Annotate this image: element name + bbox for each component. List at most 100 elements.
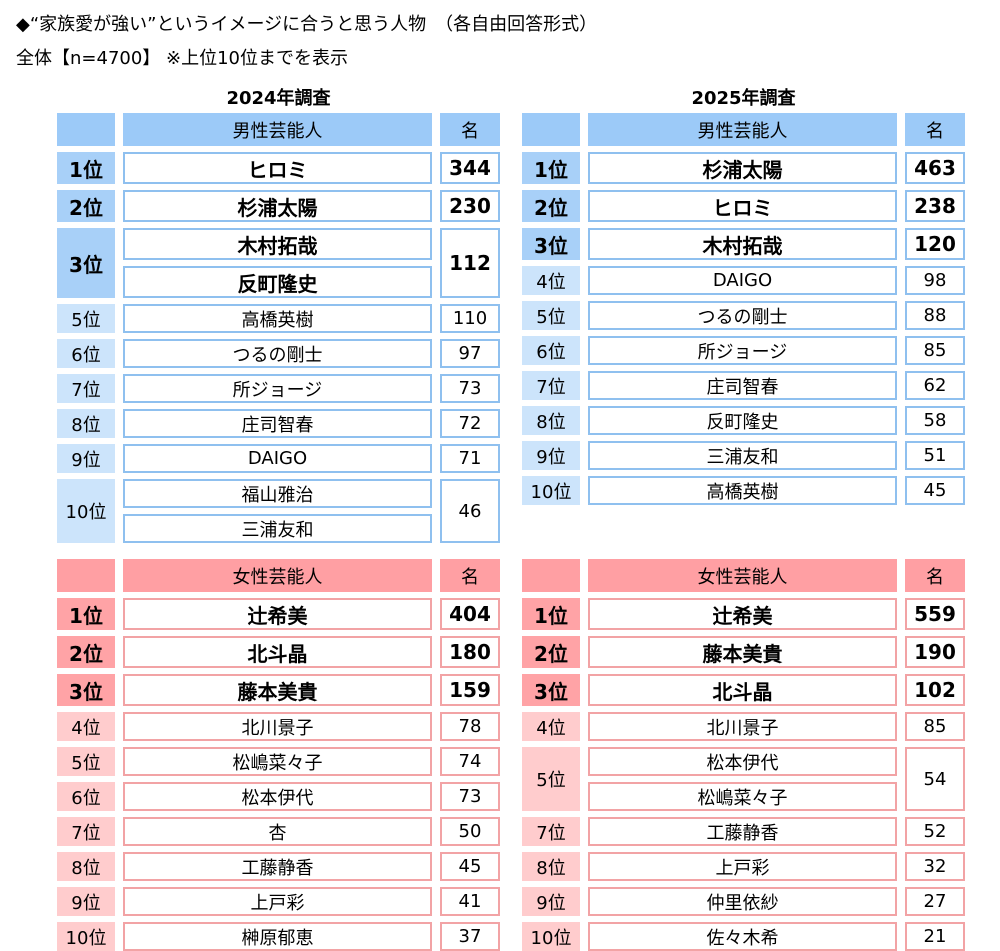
- name: 北川景子: [123, 712, 432, 741]
- rank: 5位: [522, 301, 580, 330]
- rank: 9位: [57, 887, 115, 916]
- name: 北斗晶: [588, 674, 897, 706]
- rank: 3位: [522, 674, 580, 706]
- rank: 2位: [522, 636, 580, 668]
- rank: 6位: [522, 336, 580, 365]
- name: 杉浦太陽: [588, 152, 897, 184]
- count: 51: [905, 441, 965, 470]
- rank: 3位: [57, 674, 115, 706]
- name: 工藤静香: [588, 817, 897, 846]
- rank: 10位: [522, 922, 580, 951]
- count: 559: [905, 598, 965, 630]
- count: 404: [440, 598, 500, 630]
- count: 102: [905, 674, 965, 706]
- count: 74: [440, 747, 500, 776]
- rank: 3位: [57, 228, 115, 298]
- count: 50: [440, 817, 500, 846]
- column-heading: 2024年調査: [226, 88, 331, 109]
- count: 110: [440, 304, 500, 333]
- count: 112: [440, 228, 500, 298]
- rank: 10位: [57, 479, 115, 543]
- count: 62: [905, 371, 965, 400]
- rank: 10位: [522, 476, 580, 505]
- rank: 4位: [522, 712, 580, 741]
- header-unit: 名: [905, 113, 965, 146]
- count: 58: [905, 406, 965, 435]
- name: 北川景子: [588, 712, 897, 741]
- name: 松嶋菜々子: [588, 782, 897, 811]
- name: つるの剛士: [588, 301, 897, 330]
- rank: 7位: [57, 374, 115, 403]
- rank: 9位: [57, 444, 115, 473]
- rank: 6位: [57, 782, 115, 811]
- header-category: 男性芸能人: [588, 113, 897, 146]
- rank: 7位: [57, 817, 115, 846]
- header-unit: 名: [440, 113, 500, 146]
- rank: 8位: [522, 852, 580, 881]
- rank: 7位: [522, 817, 580, 846]
- count: 45: [905, 476, 965, 505]
- name: DAIGO: [123, 444, 432, 473]
- name: 反町隆史: [588, 406, 897, 435]
- count: 73: [440, 782, 500, 811]
- count: 85: [905, 712, 965, 741]
- count: 71: [440, 444, 500, 473]
- name: 所ジョージ: [588, 336, 897, 365]
- rank: 10位: [57, 922, 115, 951]
- count: 180: [440, 636, 500, 668]
- rank: 1位: [522, 598, 580, 630]
- name: 藤本美貴: [123, 674, 432, 706]
- count: 21: [905, 922, 965, 951]
- count: 27: [905, 887, 965, 916]
- name: 上戸彩: [123, 887, 432, 916]
- count: 120: [905, 228, 965, 260]
- header-blank: [57, 559, 115, 592]
- name: つるの剛士: [123, 339, 432, 368]
- name: 辻希美: [123, 598, 432, 630]
- rank: 8位: [57, 852, 115, 881]
- rank: 2位: [57, 636, 115, 668]
- name: 辻希美: [588, 598, 897, 630]
- header-category: 女性芸能人: [588, 559, 897, 592]
- rank: 4位: [57, 712, 115, 741]
- name: 福山雅治: [123, 479, 432, 508]
- name: 藤本美貴: [588, 636, 897, 668]
- name: 庄司智春: [588, 371, 897, 400]
- count: 73: [440, 374, 500, 403]
- count: 41: [440, 887, 500, 916]
- rank: 5位: [57, 304, 115, 333]
- rank: 8位: [57, 409, 115, 438]
- rank: 1位: [57, 598, 115, 630]
- rank: 5位: [57, 747, 115, 776]
- name: 北斗晶: [123, 636, 432, 668]
- rank: 2位: [522, 190, 580, 222]
- name: 木村拓哉: [123, 228, 432, 260]
- count: 54: [905, 747, 965, 811]
- column-heading: 2025年調査: [691, 88, 796, 109]
- name: 松本伊代: [588, 747, 897, 776]
- rank: 8位: [522, 406, 580, 435]
- count: 52: [905, 817, 965, 846]
- rank: 7位: [522, 371, 580, 400]
- header-unit: 名: [440, 559, 500, 592]
- count: 45: [440, 852, 500, 881]
- count: 88: [905, 301, 965, 330]
- count: 32: [905, 852, 965, 881]
- name: 三浦友和: [588, 441, 897, 470]
- count: 37: [440, 922, 500, 951]
- header-unit: 名: [905, 559, 965, 592]
- name: 杏: [123, 817, 432, 846]
- name: DAIGO: [588, 266, 897, 295]
- count: 46: [440, 479, 500, 543]
- name: 上戸彩: [588, 852, 897, 881]
- name: 高橋英樹: [588, 476, 897, 505]
- count: 190: [905, 636, 965, 668]
- count: 78: [440, 712, 500, 741]
- name: 佐々木希: [588, 922, 897, 951]
- count: 159: [440, 674, 500, 706]
- name: 木村拓哉: [588, 228, 897, 260]
- name: 杉浦太陽: [123, 190, 432, 222]
- header-blank: [522, 559, 580, 592]
- rank: 1位: [522, 152, 580, 184]
